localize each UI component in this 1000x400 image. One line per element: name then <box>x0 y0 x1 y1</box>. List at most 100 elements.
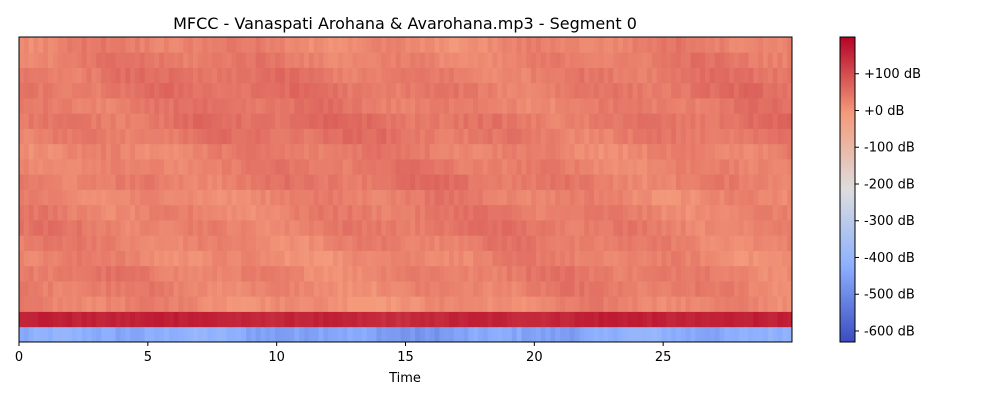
heatmap-cell <box>743 250 749 267</box>
heatmap-cell <box>333 82 339 99</box>
heatmap-cell <box>101 189 107 206</box>
heatmap-cell <box>434 174 440 190</box>
heatmap-cell <box>115 143 121 160</box>
heatmap-cell <box>676 311 682 328</box>
heatmap-cell <box>221 204 228 221</box>
heatmap-cell <box>724 143 730 160</box>
heatmap-cell <box>144 281 150 297</box>
heatmap-cell <box>444 98 450 114</box>
heatmap-cell <box>424 220 431 236</box>
heatmap-cell <box>376 189 382 206</box>
heatmap-cell <box>666 143 672 160</box>
heatmap-cell <box>531 265 537 282</box>
heatmap-cell <box>603 235 609 251</box>
heatmap-cell <box>608 250 614 267</box>
heatmap-cell <box>371 143 377 160</box>
heatmap-cell <box>516 235 522 251</box>
heatmap-cell <box>207 98 213 114</box>
heatmap-cell <box>463 113 469 129</box>
heatmap-cell <box>76 296 83 312</box>
heatmap-cell <box>550 311 556 328</box>
heatmap-cell <box>76 204 83 221</box>
heatmap-cell <box>62 235 68 251</box>
heatmap-cell <box>197 143 203 160</box>
heatmap-cell <box>506 235 513 251</box>
heatmap-cell <box>719 281 725 297</box>
heatmap-cell <box>241 296 247 312</box>
heatmap-cell <box>487 98 493 114</box>
heatmap-cell <box>134 174 141 190</box>
heatmap-cell <box>647 37 653 53</box>
heatmap-cell <box>221 113 228 129</box>
heatmap-cell <box>313 326 319 343</box>
heatmap-cell <box>72 67 78 84</box>
heatmap-cell <box>337 220 344 236</box>
heatmap-cell <box>265 281 271 297</box>
heatmap-cell <box>782 37 788 53</box>
heatmap-cell <box>134 113 141 129</box>
heatmap-cell <box>57 235 63 251</box>
heatmap-cell <box>680 204 687 221</box>
heatmap-cell <box>497 67 503 84</box>
heatmap-cell <box>105 204 112 221</box>
heatmap-cell <box>656 250 662 267</box>
heatmap-cell <box>598 281 604 297</box>
heatmap-cell <box>134 281 141 297</box>
heatmap-cell <box>584 82 590 99</box>
heatmap-cell <box>555 296 561 312</box>
heatmap-cell <box>685 159 691 175</box>
heatmap-cell <box>753 82 759 99</box>
heatmap-cell <box>130 52 136 68</box>
heatmap-cell <box>19 220 25 236</box>
heatmap-cell <box>318 37 324 53</box>
heatmap-cell <box>91 67 97 84</box>
heatmap-cell <box>526 265 532 282</box>
heatmap-cell <box>405 82 411 99</box>
heatmap-cell <box>323 296 329 312</box>
heatmap-cell <box>236 143 242 160</box>
heatmap-cell <box>376 220 382 236</box>
heatmap-cell <box>695 52 701 68</box>
heatmap-cell <box>23 98 30 114</box>
heatmap-cell <box>304 159 310 175</box>
heatmap-cell <box>91 52 97 68</box>
heatmap-cell <box>714 220 720 236</box>
heatmap-cell <box>502 52 508 68</box>
heatmap-cell <box>289 52 295 68</box>
heatmap-cell <box>144 326 150 343</box>
heatmap-cell <box>502 98 508 114</box>
x-tick-label: 25 <box>655 350 672 365</box>
heatmap-cell <box>589 250 595 267</box>
heatmap-cell <box>579 250 585 267</box>
heatmap-cell <box>115 128 121 145</box>
heatmap-cell <box>207 159 213 175</box>
heatmap-cell <box>183 174 189 190</box>
heatmap-cell <box>270 67 276 84</box>
heatmap-cell <box>700 98 706 114</box>
heatmap-cell <box>473 113 479 129</box>
heatmap-cell <box>647 82 653 99</box>
heatmap-cell <box>19 143 25 160</box>
heatmap-cell <box>415 296 421 312</box>
heatmap-cell <box>487 189 493 206</box>
heatmap-cell <box>246 281 252 297</box>
heatmap-cell <box>299 67 305 84</box>
heatmap-cell <box>738 159 745 175</box>
heatmap-cell <box>130 98 136 114</box>
chart-title: MFCC - Vanaspati Arohana & Avarohana.mp3… <box>173 14 637 33</box>
heatmap-cell <box>333 189 339 206</box>
heatmap-cell <box>144 250 150 267</box>
heatmap-cell <box>487 82 493 99</box>
heatmap-cell <box>115 250 121 267</box>
heatmap-cell <box>453 67 460 84</box>
heatmap-cell <box>43 159 49 175</box>
heatmap-cell <box>86 143 92 160</box>
heatmap-cell <box>729 113 735 129</box>
heatmap-cell <box>661 265 667 282</box>
heatmap-cell <box>265 113 271 129</box>
heatmap-cell <box>371 174 377 190</box>
heatmap-cell <box>376 67 382 84</box>
heatmap-cell <box>105 98 112 114</box>
heatmap-cell <box>159 143 165 160</box>
heatmap-cell <box>400 67 406 84</box>
